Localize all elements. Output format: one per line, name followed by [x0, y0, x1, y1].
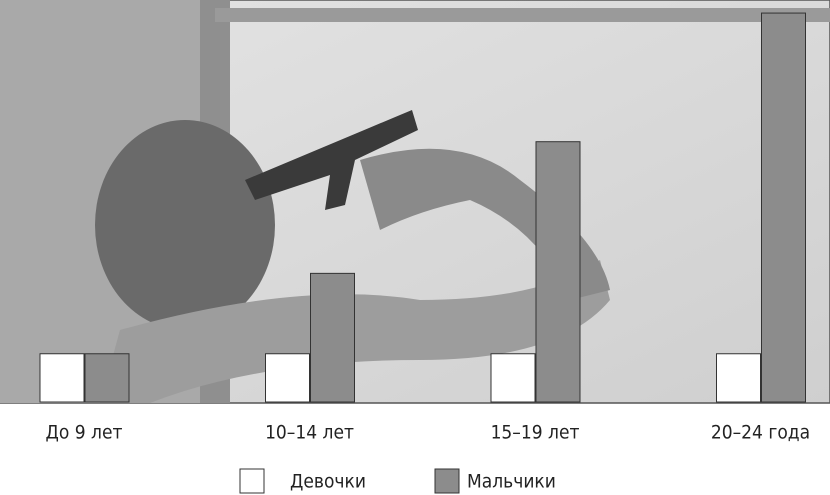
- x-tick-label: До 9 лет: [46, 422, 123, 444]
- legend-swatch: [435, 469, 459, 493]
- bar: [536, 142, 580, 402]
- bar: [717, 354, 761, 402]
- x-tick-label: 10–14 лет: [265, 422, 354, 444]
- bar: [762, 13, 806, 402]
- legend-label: Девочки: [290, 471, 366, 493]
- x-tick-label: 15–19 лет: [491, 422, 580, 444]
- bar: [40, 354, 84, 402]
- x-tick-label: 20–24 года: [711, 422, 810, 444]
- bar: [311, 273, 355, 402]
- background-photo: [0, 0, 830, 403]
- page: {"chart_data": {"type": "bar", "categori…: [0, 0, 830, 495]
- legend-swatch: [240, 469, 264, 493]
- bar: [85, 354, 129, 402]
- bar: [266, 354, 310, 402]
- chart: До 9 лет 10–14 лет 15–19 лет 20–24 года Дево…: [0, 0, 830, 495]
- legend-label: Мальчики: [467, 471, 556, 493]
- bar: [491, 354, 535, 402]
